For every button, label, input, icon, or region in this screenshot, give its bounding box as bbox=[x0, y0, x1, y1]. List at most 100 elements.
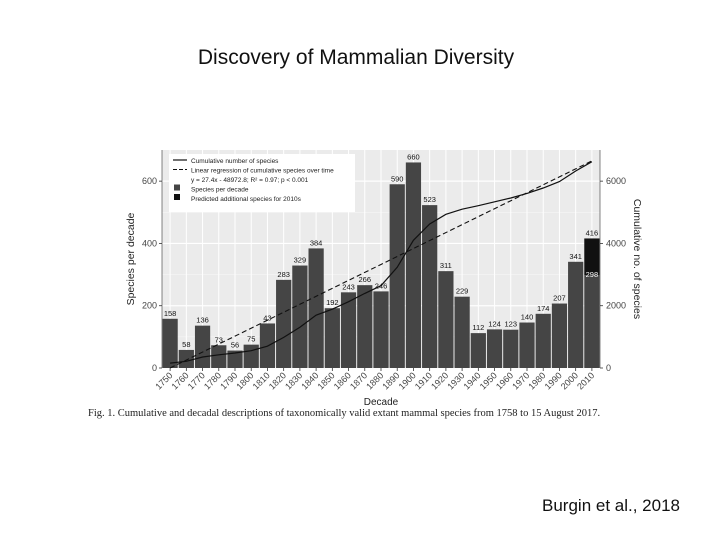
bar-species-per-decade bbox=[422, 205, 438, 368]
legend-label-regression: Linear regression of cumulative species … bbox=[191, 168, 334, 175]
bar-species-per-decade bbox=[194, 325, 211, 368]
bar-data-label: 416 bbox=[586, 228, 599, 237]
bar-data-label: 246 bbox=[375, 281, 388, 290]
x-axis-tick-label: 1900 bbox=[397, 370, 418, 391]
legend-box bbox=[169, 154, 355, 212]
legend-label-predicted: Predicted additional species for 2010s bbox=[191, 196, 302, 203]
x-axis-tick-label: 1950 bbox=[478, 370, 499, 391]
citation-credit: Burgin et al., 2018 bbox=[542, 496, 680, 515]
y2-axis-title: Cumulative no. of species bbox=[631, 199, 643, 319]
x-axis-tick-label: 1870 bbox=[348, 370, 369, 391]
x-axis-tick-label: 2010 bbox=[575, 370, 596, 391]
legend-regression-equation: y = 27.4x - 48972.8; R² = 0.97; p < 0.00… bbox=[191, 177, 309, 184]
bar-data-label: 123 bbox=[505, 320, 518, 329]
bar-predicted-additional bbox=[584, 238, 600, 276]
y2-axis-tick-label: 6000 bbox=[606, 176, 626, 186]
bar-species-per-decade bbox=[308, 248, 324, 368]
bar-data-label: 112 bbox=[472, 323, 484, 332]
legend-key-predicted bbox=[174, 194, 180, 200]
x-axis-tick-label: 1840 bbox=[299, 370, 320, 391]
figure-caption: Fig. 1. Cumulative and decadal descripti… bbox=[88, 408, 601, 419]
bar-data-label: 124 bbox=[488, 319, 501, 328]
x-axis-tick-label: 1850 bbox=[316, 370, 337, 391]
x-axis-tick-label: 1990 bbox=[543, 370, 564, 391]
bar-species-per-decade bbox=[405, 162, 422, 368]
bar-species-per-decade bbox=[373, 291, 389, 368]
x-axis-tick-label: 1880 bbox=[364, 370, 385, 391]
x-axis-tick-label: 1830 bbox=[283, 370, 304, 391]
bar-species-per-decade bbox=[535, 313, 551, 368]
x-axis-tick-label: 1910 bbox=[413, 370, 434, 391]
x-axis-tick-label: 1890 bbox=[380, 370, 401, 391]
x-axis-tick-label: 1780 bbox=[202, 370, 223, 391]
bar-data-label: 311 bbox=[440, 261, 452, 270]
bar-data-label: 329 bbox=[294, 256, 307, 265]
x-axis-tick-label: 1860 bbox=[332, 370, 353, 391]
x-axis-tick-label: 1800 bbox=[234, 370, 255, 391]
y-axis-tick-label: 200 bbox=[142, 301, 157, 311]
bar-species-per-decade bbox=[340, 292, 357, 368]
y2-axis-tick-label: 4000 bbox=[606, 238, 626, 248]
bar-data-label: 523 bbox=[423, 195, 436, 204]
bar-species-per-decade bbox=[568, 261, 584, 368]
bar-data-label: 136 bbox=[196, 316, 209, 325]
y2-axis-tick-label: 0 bbox=[606, 363, 611, 373]
bar-species-per-decade bbox=[470, 333, 486, 368]
bar-species-per-decade bbox=[503, 329, 519, 368]
bar-species-per-decade bbox=[486, 329, 503, 368]
bar-species-per-decade bbox=[389, 184, 405, 368]
bar-data-label: 660 bbox=[407, 152, 420, 161]
bar-species-per-decade bbox=[584, 275, 600, 368]
x-axis-tick-label: 1920 bbox=[429, 370, 450, 391]
y-axis-tick-label: 0 bbox=[152, 363, 157, 373]
bar-data-label: 56 bbox=[231, 341, 239, 350]
x-axis-tick-label: 2000 bbox=[559, 370, 580, 391]
x-axis-tick-label: 1960 bbox=[494, 370, 515, 391]
bar-inner-label: 298 bbox=[586, 270, 599, 279]
bar-species-per-decade bbox=[357, 285, 373, 368]
bar-species-per-decade bbox=[276, 279, 292, 368]
bar-species-per-decade bbox=[227, 350, 243, 368]
bar-data-label: 192 bbox=[326, 298, 339, 307]
bar-data-label: 207 bbox=[553, 294, 566, 303]
bar-species-per-decade bbox=[292, 265, 308, 368]
bar-data-label: 384 bbox=[310, 238, 323, 247]
x-axis-tick-label: 1750 bbox=[153, 370, 174, 391]
legend-label-cumulative: Cumulative number of species bbox=[191, 158, 279, 165]
y-axis-tick-label: 400 bbox=[142, 238, 157, 248]
x-axis-title: Decade bbox=[364, 397, 399, 408]
y-axis-title: Species per decade bbox=[125, 212, 137, 305]
bar-data-label: 229 bbox=[456, 287, 469, 296]
x-axis-tick-label: 1930 bbox=[445, 370, 466, 391]
x-axis-tick-label: 1970 bbox=[510, 370, 531, 391]
cumulative-line bbox=[170, 161, 593, 364]
x-axis-tick-label: 1820 bbox=[267, 370, 288, 391]
bar-data-label: 243 bbox=[342, 282, 355, 291]
bar-species-per-decade bbox=[454, 296, 470, 368]
regression-line bbox=[169, 160, 593, 369]
y-axis-tick-label: 600 bbox=[142, 176, 157, 186]
bar-data-label: 283 bbox=[277, 270, 290, 279]
legend-label-species: Species per decade bbox=[191, 187, 249, 194]
bar-species-per-decade bbox=[178, 349, 194, 368]
bar-species-per-decade bbox=[519, 322, 535, 368]
bar-species-per-decade bbox=[324, 308, 340, 368]
legend-key-species bbox=[174, 184, 180, 191]
x-axis-tick-label: 1810 bbox=[251, 370, 272, 391]
x-axis-tick-label: 1760 bbox=[170, 370, 191, 391]
slide-title: Discovery of Mammalian Diversity bbox=[197, 46, 515, 69]
bar-data-label: 590 bbox=[391, 174, 404, 183]
x-axis-tick-label: 1940 bbox=[462, 370, 483, 391]
bar-species-per-decade bbox=[438, 271, 454, 368]
y2-axis-tick-label: 2000 bbox=[606, 301, 626, 311]
bar-data-label: 341 bbox=[569, 252, 582, 261]
bar-data-label: 73 bbox=[215, 335, 223, 344]
bar-species-per-decade bbox=[551, 303, 568, 368]
x-axis-tick-label: 1980 bbox=[526, 370, 547, 391]
x-axis-tick-label: 1770 bbox=[186, 370, 207, 391]
bar-data-label: 266 bbox=[359, 275, 372, 284]
bar-species-per-decade bbox=[162, 318, 178, 368]
bar-data-label: 140 bbox=[521, 313, 534, 322]
bar-data-label: 158 bbox=[164, 309, 177, 318]
